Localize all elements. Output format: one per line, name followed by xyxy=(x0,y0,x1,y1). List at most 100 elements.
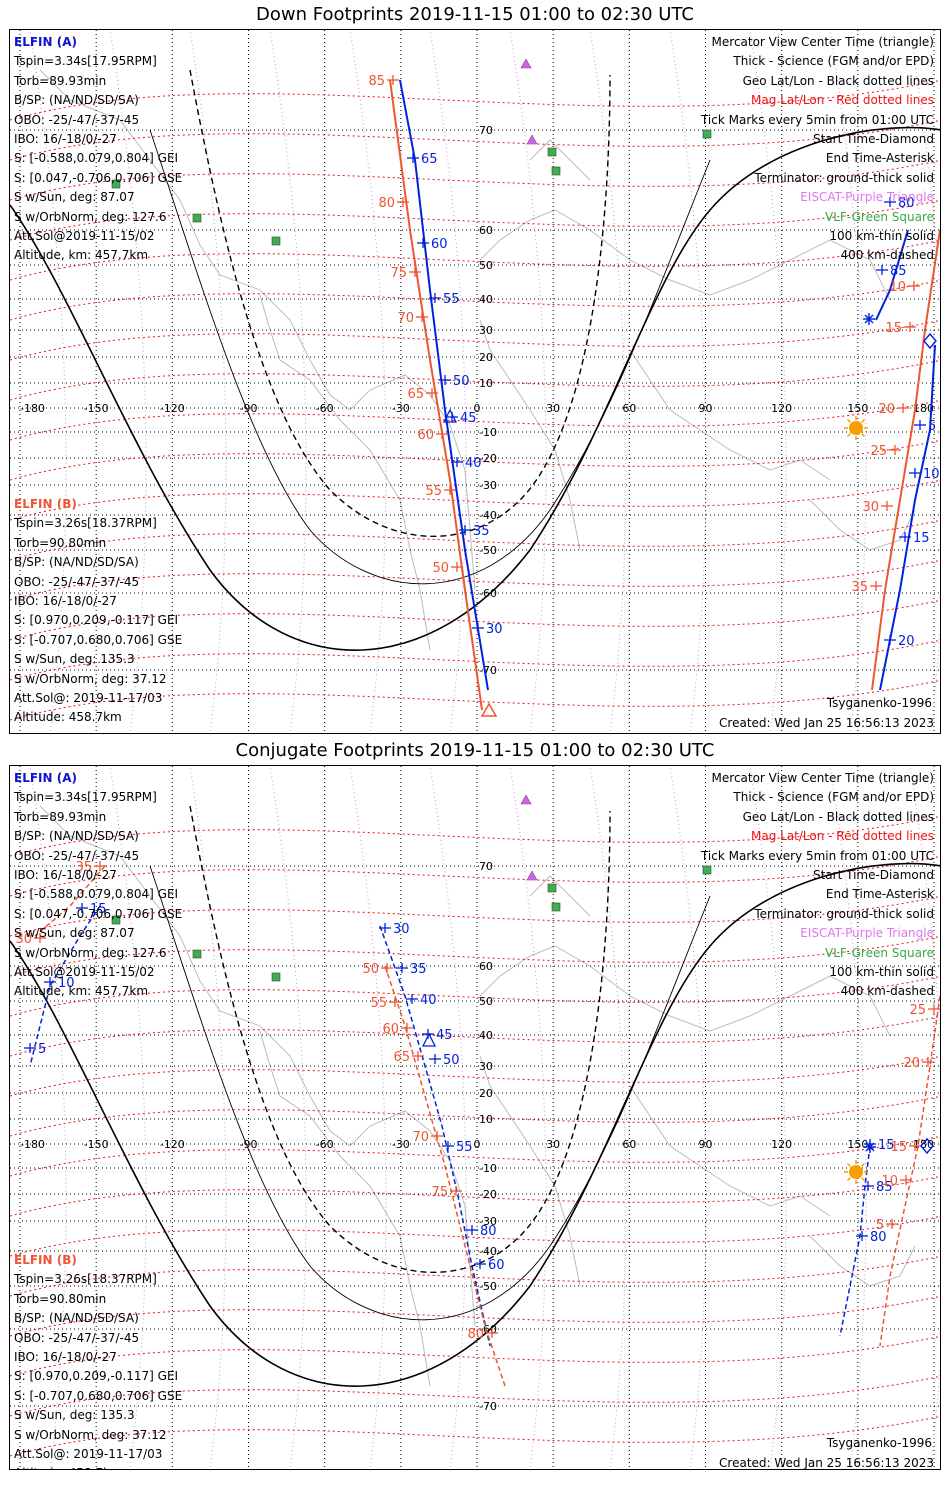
center-time-triangle-b xyxy=(480,702,498,717)
info-line: IBO: 16/-18/0/-27 xyxy=(14,594,117,609)
vlf-square xyxy=(551,902,561,912)
start-diamond xyxy=(923,332,937,350)
vlf-square xyxy=(111,179,121,189)
lat-tick-label: 20 xyxy=(479,1087,493,1100)
elfin-b-lines: Tspin=3.26s[18.37RPM] Torb=90.80min B/SP: … xyxy=(14,514,182,727)
vlf-square xyxy=(192,213,202,223)
info-line: Tspin=3.26s[18.37RPM] xyxy=(14,1272,157,1287)
lon-labels: -180 -150 -120 -90 -60 -30 0 30 60 90 120 150 180 xyxy=(20,1138,934,1151)
mag-meridian xyxy=(189,30,227,733)
orbit-tick-label: 20 xyxy=(878,402,895,417)
info-line: Altitude, km: 457.7km xyxy=(14,248,149,263)
elfin-a-lines: Tspin=3.34s[17.95RPM] Torb=89.93min B/SP: … xyxy=(14,52,182,265)
vlf-square xyxy=(551,166,561,176)
lat-tick-label: 10 xyxy=(479,377,493,390)
orbit-tick-label: 10 xyxy=(889,280,906,295)
mag-meridian xyxy=(349,30,387,733)
legend-item: 400 km-dashed xyxy=(840,248,934,263)
lat-tick-label: -10 xyxy=(479,1162,497,1175)
mag-meridian xyxy=(589,30,627,733)
orbit-tick-label: 60 xyxy=(488,1258,505,1273)
info-line: Torb=90.80min xyxy=(14,535,107,550)
info-line: B/SP: (NA/ND/SD/SA) xyxy=(14,1311,139,1326)
center-time-triangle-a xyxy=(442,408,458,423)
legend-item: 100 km-thin solid xyxy=(829,965,934,980)
terminator xyxy=(10,805,940,1387)
lon-tick-label: -30 xyxy=(392,1138,410,1151)
lon-tick-label: 120 xyxy=(771,1138,792,1151)
info-line: S: [0.970,0.209,-0.117] GEI xyxy=(14,613,179,628)
info-line: IBO: 16/-18/0/-27 xyxy=(14,868,117,883)
vlf-sites xyxy=(111,129,712,246)
info-line: Tspin=3.34s[17.95RPM] xyxy=(14,54,157,69)
map-canvas: -180 -150 -120 -90 -60 -30 0 30 60 90 120 150 180706… xyxy=(10,766,940,1469)
map-legend: Mercator View Center Time (triangle) Thic… xyxy=(701,769,934,1002)
orbit-tick-label: 50 xyxy=(453,374,470,389)
lat-tick-label: -50 xyxy=(479,544,497,557)
info-line: OBO: -25/-47/-37/-45 xyxy=(14,112,140,127)
elfin-b-lines: Tspin=3.26s[18.37RPM] Torb=90.80min B/SP: … xyxy=(14,1270,182,1469)
lon-tick-label: -60 xyxy=(316,1138,334,1151)
asterisk-stroke xyxy=(864,314,874,324)
elfin-a-track: 65 60 55 50 45 40 35 30 xyxy=(399,79,503,691)
elfin-a-track-right-line2 xyxy=(879,344,936,691)
info-line: Tspin=3.26s[18.37RPM] xyxy=(14,516,157,531)
legend-item: Tick Marks every 5min from 01:00 UTC xyxy=(700,848,934,863)
info-line: S w/OrbNorm, deg: 37.12 xyxy=(14,671,167,686)
sun-ray xyxy=(846,1162,851,1167)
eiscat-sites xyxy=(520,58,538,145)
orbit-tick-label: 50 xyxy=(443,1053,460,1068)
orbit-tick-label: 15 xyxy=(878,1138,895,1153)
geo-grid xyxy=(10,30,940,733)
lat-tick-label: 60 xyxy=(479,960,493,973)
end-asterisk xyxy=(863,313,875,325)
panel-title-down: Down Footprints 2019-11-15 01:00 to 02:3… xyxy=(256,4,694,25)
info-line: OBO: -25/-47/-37/-45 xyxy=(14,574,140,589)
eiscat-sites xyxy=(520,794,538,881)
lat-tick-label: -30 xyxy=(479,479,497,492)
sun-ray xyxy=(861,418,866,423)
info-line: S: [-0.588,0.079,0.804] GEI xyxy=(14,151,179,166)
info-line: S w/Sun, deg: 135.3 xyxy=(14,1408,135,1423)
vlf-square xyxy=(271,236,281,246)
lon-tick-label: 30 xyxy=(546,402,560,415)
lon-tick-label: -180 xyxy=(20,402,45,415)
info-line: S: [0.047,-0.706,0.706] GSE xyxy=(14,170,183,185)
orbit-tick-label: 85 xyxy=(890,264,907,279)
lon-labels: -180 -150 -120 -90 -60 -30 0 30 60 90 120 150 180 xyxy=(20,402,934,415)
info-line: Att.Sol@: 2019-11-17/03 xyxy=(14,691,163,706)
mag-latitude xyxy=(10,279,940,321)
orbit-tick-label: 80 xyxy=(378,196,395,211)
elfin-b-header: ELFIN (B) xyxy=(14,1253,77,1267)
orbit-tick-label: 60 xyxy=(417,428,434,443)
info-line: Altitude, km: 457.7km xyxy=(14,984,149,999)
legend-item: Terminator: ground-thick solid xyxy=(754,906,934,921)
orbit-tick-label: 25 xyxy=(870,444,887,459)
coastline xyxy=(479,319,581,551)
legend-item: Mag Lat/Lon - Red dotted lines xyxy=(750,93,934,108)
lat-tick-label: 40 xyxy=(479,293,493,306)
legend-item: Tick Marks every 5min from 01:00 UTC xyxy=(700,112,934,127)
info-line: S: [-0.707,0.680,0.706] GSE xyxy=(14,632,183,647)
info-line: S w/OrbNorm, deg: 37.12 xyxy=(14,1427,167,1442)
info-line: S w/Sun, deg: 87.07 xyxy=(14,926,135,941)
orbit-tick-label: 80 xyxy=(467,1327,484,1342)
vlf-square xyxy=(547,883,557,893)
lon-tick-label: 60 xyxy=(622,402,636,415)
center-time-triangle-a xyxy=(421,1032,437,1047)
asterisk-stroke xyxy=(865,1142,875,1152)
legend-item: Geo Lat/Lon - Black dotted lines xyxy=(742,73,934,88)
legend-item: EISCAT-Purple Triangle xyxy=(800,926,934,941)
lat-tick-label: -30 xyxy=(479,1215,497,1228)
elfin-a-track-line xyxy=(399,79,489,691)
vlf-square xyxy=(702,865,712,875)
orbit-tick-label: 70 xyxy=(412,1130,429,1145)
lon-tick-label: -60 xyxy=(316,402,334,415)
sun-ray xyxy=(861,433,866,438)
orbit-tick-label: 20 xyxy=(903,1056,920,1071)
info-line: S: [-0.588,0.079,0.804] GEI xyxy=(14,887,179,902)
orbit-tick-label: 45 xyxy=(460,411,477,426)
sun-icon xyxy=(844,416,868,440)
elfin-b-track-right: 10 15 20 25 30 35 xyxy=(851,229,940,691)
orbit-tick-label: 80 xyxy=(480,1224,497,1239)
